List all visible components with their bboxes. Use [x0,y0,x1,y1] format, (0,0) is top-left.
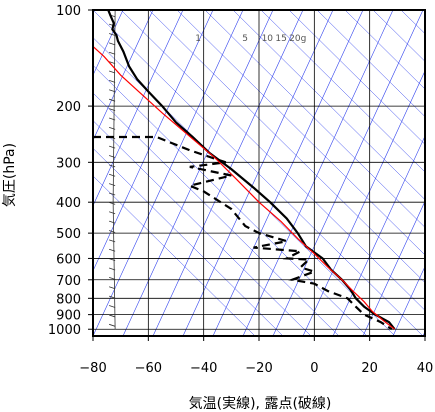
x-tick-label: −60 [135,361,162,376]
y-tick-label: 100 [56,4,81,19]
isotherm-line [429,10,435,336]
adiabat-line [152,10,304,336]
isotherm-line [120,10,425,311]
x-tick-label: −20 [245,361,272,376]
isotherm-line [260,10,425,173]
x-tick-labels: −80 −60 −40 −20 0 20 40 [79,361,433,376]
mixing-ratio-labels: 1 5 10 15 20g [195,34,306,44]
wind-barbs [109,10,116,330]
adiabat-line [302,70,425,336]
isotherm-line [93,120,312,336]
mixing-ratio-label: 1 [195,34,201,44]
grid [93,10,425,336]
tick-marks [88,9,426,341]
series-group [93,10,396,331]
x-tick-label: 0 [310,361,318,376]
y-tick-label: 400 [56,196,81,211]
series-line-0 [107,10,396,330]
y-tick-label: 500 [56,227,81,242]
isotherm-line [93,175,256,336]
mixing-ratio-label: 5 [242,34,248,44]
isotherm-line [288,10,425,145]
isotherm-line [344,10,425,90]
wind-barb-flags [109,14,116,327]
adiabat-line [93,10,244,336]
isotherm-line [176,10,425,256]
x-axis-title: 気温(実線), 露点(破線) [189,396,332,412]
adiabat-line [93,10,214,272]
series-line-1 [93,135,393,331]
y-tick-label: 600 [56,252,81,267]
isotherm-line [316,10,425,118]
wind-barb-stem [112,10,116,330]
y-tick-label: 1000 [48,323,81,338]
y-tick-label: 200 [56,100,81,115]
isotherm-line [93,10,424,336]
y-tick-label: 800 [56,292,81,307]
x-tick-label: 40 [417,361,434,376]
y-tick-label: 900 [56,309,81,324]
adiabat-line [242,10,394,336]
x-tick-label: −40 [190,361,217,376]
adiabat-line [212,10,364,336]
adiabat-line [392,265,425,336]
mixing-ratio-label: 15 [275,34,286,44]
isotherm-line [148,10,425,284]
y-tick-label: 700 [56,274,81,289]
adiabat-line [93,10,184,207]
adiabat-line [93,10,124,76]
y-tick-label: 300 [56,156,81,171]
x-tick-label: 20 [361,361,378,376]
isotherm-line [400,10,425,35]
series-line-2 [93,45,395,330]
isotherm-line [93,92,340,336]
isotherm-line [232,10,425,201]
adiabat-line [362,200,425,336]
adiabat-line [122,10,274,336]
adiabat-line [332,135,425,336]
mixing-ratio-label: 10 [262,34,274,44]
x-tick-label: −80 [79,361,106,376]
isotherm-line [93,147,284,336]
mixing-ratio-label: 20g [289,34,306,44]
isotherm-line [93,64,368,336]
y-axis-title: 気圧(hPa) [2,143,18,207]
